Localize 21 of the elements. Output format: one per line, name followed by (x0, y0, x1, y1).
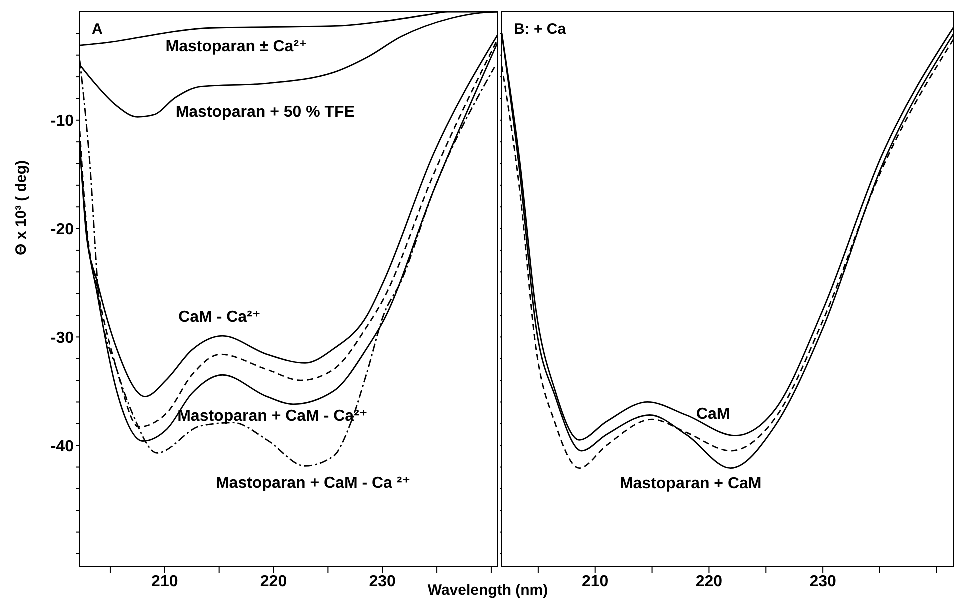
x-axis-title: Wavelength (nm) (428, 582, 548, 599)
series-label: Mastoparan + CaM - Ca²⁺ (178, 408, 368, 426)
series-label: Mastoparan + CaM - Ca ²⁺ (216, 475, 411, 492)
y-axis-title: Θ x 10³ ( deg) (13, 160, 30, 256)
series-label: CaM (696, 406, 730, 424)
text: B: + Ca (514, 21, 567, 38)
series-label: CaM - Ca²⁺ (178, 309, 261, 326)
y-tick-label: -10 (50, 113, 74, 130)
series-label: Mastoparan + 50 % TFE (176, 104, 356, 121)
x-tick-label: 230 (810, 573, 837, 590)
series-label: Mastoparan + CaM (620, 475, 762, 492)
y-tick-label: -20 (50, 221, 74, 238)
text: A (92, 21, 103, 38)
y-tick-label: -40 (50, 438, 74, 456)
y-tick-label: -30 (50, 330, 74, 347)
x-tick-label: 210 (152, 573, 178, 590)
series-label: Mastoparan ± Ca²⁺ (166, 38, 308, 56)
x-tick-label: 220 (696, 573, 723, 590)
x-tick-label: 220 (260, 573, 288, 590)
x-tick-label: 210 (582, 573, 609, 590)
x-tick-label: 230 (369, 573, 396, 590)
